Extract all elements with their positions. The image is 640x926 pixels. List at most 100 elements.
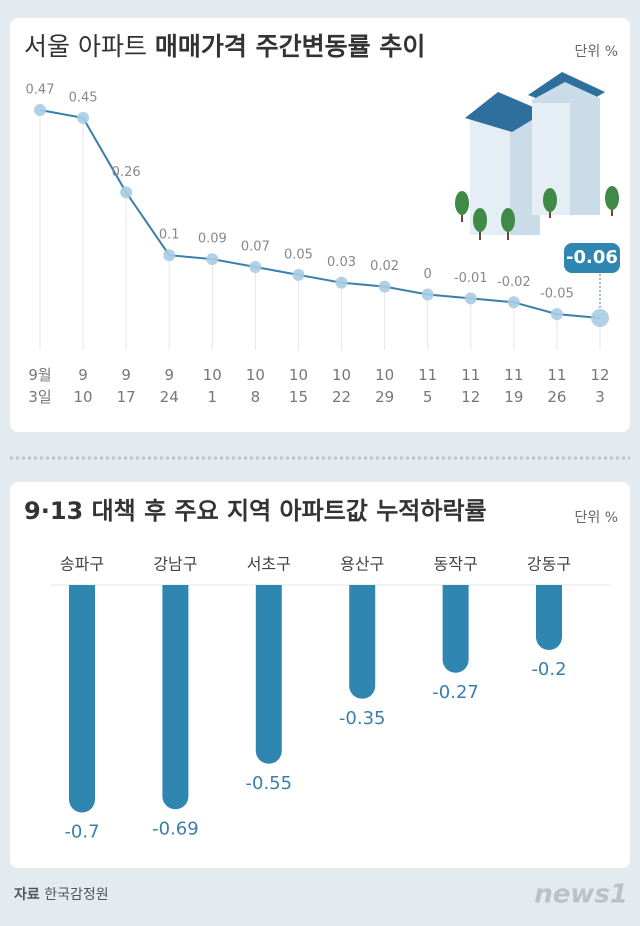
x-tick-label: 12 3 xyxy=(590,366,609,406)
point xyxy=(292,268,305,281)
source-label: 자료 xyxy=(14,887,40,903)
value-label: -0.35 xyxy=(339,708,386,729)
x-tick-label: 송파구 xyxy=(60,555,104,574)
value-label: -0.05 xyxy=(540,287,574,302)
value-label: -0.27 xyxy=(432,682,479,703)
value-label: 0.1 xyxy=(159,228,180,243)
x-tick-line: 9 xyxy=(78,366,88,384)
value-label: -0.55 xyxy=(246,773,293,794)
x-tick-label: 10 1 xyxy=(203,366,222,406)
value-label: -0.69 xyxy=(152,818,199,839)
x-tick-label: 강동구 xyxy=(527,555,571,574)
x-tick-line: 11 xyxy=(418,366,437,384)
x-tick-line: 11 xyxy=(504,366,523,384)
x-tick-line: 22 xyxy=(332,388,351,406)
x-tick-label: 11 26 xyxy=(547,366,566,406)
x-tick-line: 29 xyxy=(375,388,394,406)
point xyxy=(507,296,520,309)
value-label: -0.02 xyxy=(497,275,531,290)
x-tick-label: 11 12 xyxy=(461,366,480,406)
point xyxy=(378,280,391,293)
x-tick-line: 9월 xyxy=(28,366,51,384)
x-tick-label: 동작구 xyxy=(434,555,478,574)
x-tick-line: 10 xyxy=(246,366,265,384)
x-tick-line: 10 xyxy=(375,366,394,384)
x-tick-line: 1 xyxy=(208,388,218,406)
point xyxy=(591,309,609,327)
point xyxy=(335,276,348,289)
x-tick-line: 11 xyxy=(547,366,566,384)
x-tick-line: 26 xyxy=(547,388,566,406)
value-label: 0.05 xyxy=(284,247,313,262)
point xyxy=(206,253,219,266)
x-tick-label: 11 19 xyxy=(504,366,523,406)
chart-title: 9·13 대책 후 주요 지역 아파트값 누적하락률 xyxy=(24,497,487,525)
point xyxy=(77,111,90,124)
x-tick-label: 10 15 xyxy=(289,366,308,406)
x-tick-line: 3 xyxy=(595,388,605,406)
x-tick-line: 11 xyxy=(461,366,480,384)
x-tick-label: 10 29 xyxy=(375,366,394,406)
line xyxy=(39,109,601,319)
point xyxy=(34,104,46,116)
x-tick-line: 9 xyxy=(164,366,174,384)
x-tick-line: 10 xyxy=(289,366,308,384)
value-label: 0.02 xyxy=(370,259,399,274)
bar xyxy=(69,585,95,813)
x-tick-line: 9 xyxy=(121,366,131,384)
bar xyxy=(162,585,189,810)
x-tick-label: 9 17 xyxy=(117,366,136,406)
value-label: 0.07 xyxy=(241,239,270,254)
point xyxy=(163,249,176,262)
value-label: -0.06 xyxy=(566,247,618,268)
x-tick-line: 10 xyxy=(203,366,222,384)
bar xyxy=(255,585,282,764)
x-tick-line: 3일 xyxy=(28,388,51,406)
x-tick-line: 5 xyxy=(423,388,433,406)
x-tick-line: 10 xyxy=(74,388,93,406)
x-tick-label: 9 10 xyxy=(74,366,93,406)
value-label: -0.7 xyxy=(64,822,99,843)
bar xyxy=(442,585,469,673)
source: 자료 한국감정원 xyxy=(14,887,109,903)
source-name: 한국감정원 xyxy=(44,887,108,903)
x-tick-label: 서초구 xyxy=(247,555,291,574)
point xyxy=(464,292,477,305)
x-tick-line: 24 xyxy=(160,388,179,406)
point xyxy=(249,260,262,273)
unit-label: 단위 % xyxy=(574,44,618,60)
x-tick-label: 용산구 xyxy=(340,555,384,574)
chart-title: 서울 아파트 매매가격 주간변동률 추이 xyxy=(24,32,425,61)
x-tick-label: 10 8 xyxy=(246,366,265,406)
value-label: 0.03 xyxy=(327,255,356,270)
title-part: 서울 아파트 xyxy=(24,32,147,61)
value-label: 0.26 xyxy=(112,165,141,180)
value-label: 0 xyxy=(424,267,432,282)
x-tick-line: 17 xyxy=(117,388,136,406)
title-part: 매매가격 주간변동률 추이 xyxy=(155,32,425,61)
x-tick-line: 15 xyxy=(289,388,308,406)
x-tick-label: 10 22 xyxy=(332,366,351,406)
bar xyxy=(536,585,562,650)
unit-label: 단위 % xyxy=(574,510,618,526)
point xyxy=(120,186,133,199)
x-tick-label: 9월 3일 xyxy=(28,366,51,406)
value-label: 0.45 xyxy=(69,90,98,105)
building-illustration xyxy=(455,72,619,240)
x-tick-line: 8 xyxy=(251,388,261,406)
point xyxy=(421,288,434,301)
highlight-box xyxy=(564,243,620,273)
point xyxy=(550,308,563,321)
value-label: -0.01 xyxy=(454,271,488,286)
x-tick-line: 12 xyxy=(461,388,480,406)
x-tick-line: 19 xyxy=(504,388,523,406)
x-tick-label: 강남구 xyxy=(153,555,197,574)
value-label: -0.2 xyxy=(531,659,566,680)
value-label: 0.09 xyxy=(198,232,227,247)
bar xyxy=(349,585,376,699)
value-label: 0.47 xyxy=(26,83,55,98)
x-tick-label: 11 5 xyxy=(418,366,437,406)
logo: news1 xyxy=(534,880,628,910)
x-tick-line: 12 xyxy=(590,366,609,384)
